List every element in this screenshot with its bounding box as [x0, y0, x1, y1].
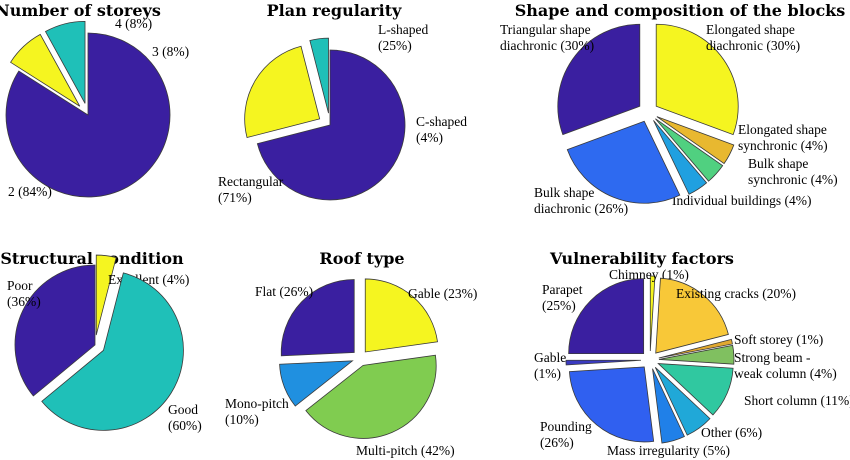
pie-slice-individual-buildings [653, 120, 708, 195]
slice-label-chimney: Chimney (1%) [609, 267, 689, 282]
pie-slice-mass-irregularity [652, 368, 685, 444]
slice-label-l-shaped: L-shaped (25%) [378, 22, 428, 53]
slice-label-4: 4 (8%) [115, 16, 152, 31]
pie-slice-pounding [568, 366, 655, 443]
pie-slice-flat [280, 279, 355, 357]
pie-slice-3 [44, 20, 86, 104]
chart-title: Structural condition [0, 249, 184, 268]
slice-label-bulk-shape-synchronic: Bulk shape synchronic (4%) [748, 156, 838, 187]
pie-slice-gable [364, 278, 438, 353]
pie-chart-3: Shape and composition of the blocks Elong… [500, 1, 845, 216]
pie-slice-parapet [568, 278, 645, 355]
slice-label-soft-storey: Soft storey (1%) [734, 332, 823, 347]
slice-label-pounding: Pounding (26%) [540, 419, 592, 450]
pie-slice-short-column [657, 363, 734, 416]
pie-slice-chimney [649, 275, 656, 352]
slice-label-multi-pitch: Multi-pitch (42%) [356, 443, 455, 458]
slice-label-strong-beam-weak-column: Strong beam -weak column (4%) [734, 350, 837, 381]
pie-slice-soft-storey [658, 338, 733, 359]
pie-slice-2 [5, 32, 171, 198]
pie-slice-poor [14, 264, 96, 397]
slice-label-mass-irregularity: Mass irregularity (5%) [607, 443, 730, 458]
pie-slice-bulk-shape-synchronic [655, 118, 724, 182]
slice-label-good: Good (60%) [168, 402, 202, 433]
pie-slice-good [41, 272, 184, 431]
chart-title: Number of storeys [0, 1, 161, 20]
pie-slice-l-shaped [244, 45, 321, 139]
slice-label-elongated-shape-synchronic: Elongated shape synchronic (4%) [738, 122, 828, 153]
pie-slice-multi-pitch [305, 354, 437, 439]
chart-title: Roof type [319, 249, 404, 268]
pie-slice-rectangular [256, 49, 406, 201]
pie-chart-1: Number of storeys 2 (84%) 4 (8%)3 (8%) [0, 1, 189, 199]
pie-chart-2: Plan regularity Rectangular (71%) L-shaped(… [218, 1, 467, 205]
slice-label-elongated-shape-diachronic: Elongated shape diachronic (30%) [706, 22, 800, 53]
slice-label-triangular-shape-diachronic: Triangular shape diachronic (30%) [500, 22, 594, 53]
pie-slice-strong-beam-weak-column [658, 344, 735, 365]
pie-slice-c-shaped [309, 37, 329, 114]
pie-slice-elongated-shape-synchronic [656, 116, 735, 165]
slice-label-mono-pitch: Mono-pitch (10%) [225, 396, 289, 427]
slice-label-flat: Flat (26%) [255, 284, 313, 299]
chart-title: Plan regularity [267, 1, 402, 20]
pie-slice-triangular-shape-diachronic [557, 23, 641, 136]
slice-label-bulk-shape-diachronic: Bulk shape diachronic (26%) [534, 185, 628, 216]
slice-label-rectangular: Rectangular (71%) [218, 174, 284, 205]
slice-label-short-column: Short column (11%) [744, 393, 850, 408]
slice-label-gable: Gable (1%) [534, 350, 566, 381]
pie-slice-elongated-shape-diachronic [655, 23, 739, 136]
pie-slice-bulk-shape-diachronic [566, 120, 681, 204]
slice-label-3: 3 (8%) [152, 44, 189, 59]
slice-label-parapet: Parapet (25%) [542, 282, 583, 313]
pie-slice-existing-cracks [655, 277, 729, 354]
chart-title: Vulnerability factors [549, 249, 734, 268]
chart-title: Shape and composition of the blocks [515, 1, 846, 20]
pie-slice-mono-pitch [279, 360, 354, 407]
pie-slice-4 [9, 33, 81, 107]
pie-slice-gable [565, 359, 642, 366]
slice-label-other: Other (6%) [701, 425, 762, 440]
pie-chart-5: Roof type Gable (23%) Multi-pitch (42%) Mon… [225, 249, 477, 458]
pie-slice-excellent [95, 254, 117, 336]
slice-label-existing-cracks: Existing cracks (20%) [676, 286, 796, 301]
slice-label-poor: Poor (36%) [7, 278, 41, 309]
slice-label-gable: Gable (23%) [408, 286, 477, 301]
pie-slice-other [654, 366, 711, 436]
slice-label-individual-buildings: Individual buildings (4%) [672, 193, 811, 208]
slice-label-2: 2 (84%) [8, 184, 52, 199]
slice-label-c-shaped: C-shaped (4%) [416, 114, 467, 145]
